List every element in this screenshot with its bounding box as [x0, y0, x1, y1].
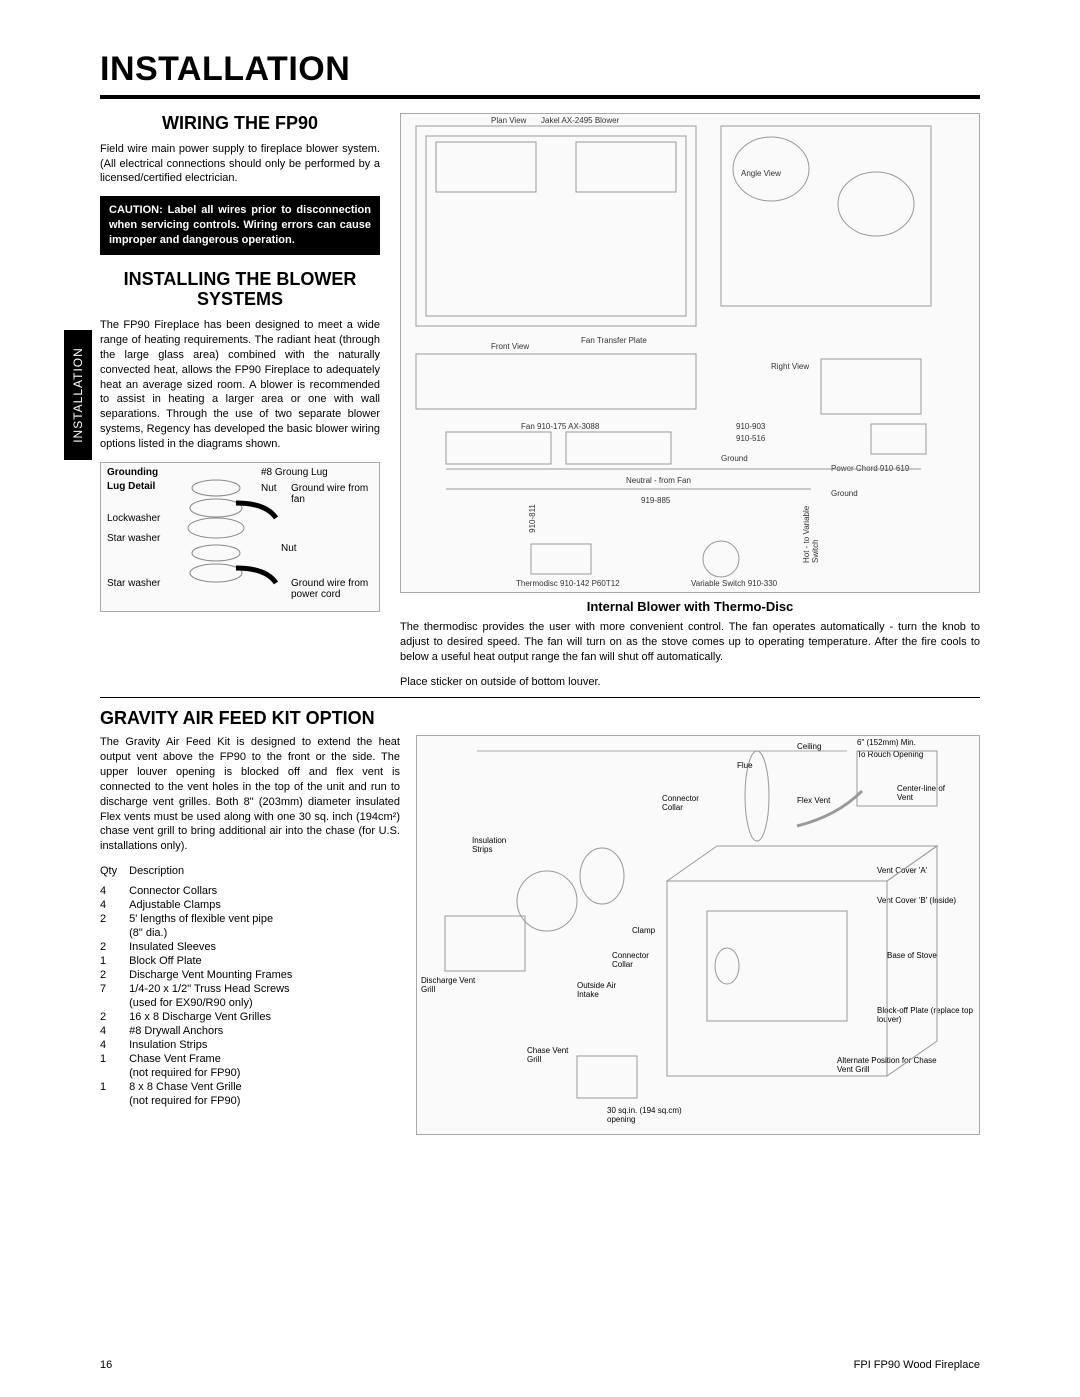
parts-row: 4#8 Drywall Anchors	[100, 1024, 304, 1038]
parts-table: Qty Description 4Connector Collars4Adjus…	[100, 864, 304, 1108]
page-number: 16	[100, 1359, 112, 1371]
grounding-l7: Star washer	[107, 578, 160, 589]
caution-box: CAUTION: Label all wires prior to discon…	[100, 196, 380, 255]
internal-blower-desc: The thermodisc provides the user with mo…	[400, 620, 980, 665]
parts-row: 4Adjustable Clamps	[100, 898, 304, 912]
upper-section: WIRING THE FP90 Field wire main power su…	[100, 113, 980, 689]
parts-desc: Insulated Sleeves	[129, 940, 304, 954]
parts-qty: 1	[100, 954, 129, 968]
col-qty: Qty	[100, 864, 129, 878]
parts-desc: Chase Vent Frame	[129, 1052, 304, 1066]
parts-desc: (not required for FP90)	[129, 1066, 304, 1080]
grounding-diagram: Grounding Lug Detail #8 Groung Lug Nut G…	[100, 462, 380, 612]
parts-desc: 8 x 8 Chase Vent Grille	[129, 1080, 304, 1094]
blower-body: The FP90 Fireplace has been designed to …	[100, 318, 380, 452]
internal-blower-heading: Internal Blower with Thermo-Disc	[400, 599, 980, 614]
parts-desc: 5' lengths of flexible vent pipe	[129, 912, 304, 926]
parts-qty: 4	[100, 898, 129, 912]
wiring-heading: WIRING THE FP90	[100, 113, 380, 134]
gravity-svg	[417, 736, 979, 1134]
parts-qty: 1	[100, 1080, 129, 1094]
parts-row: 4Insulation Strips	[100, 1038, 304, 1052]
parts-row: 2Insulated Sleeves	[100, 940, 304, 954]
grounding-title2: Lug Detail	[107, 481, 155, 492]
grounding-title1: Grounding	[107, 467, 158, 478]
parts-desc: Discharge Vent Mounting Frames	[129, 968, 304, 982]
doc-title: FPI FP90 Wood Fireplace	[854, 1359, 980, 1371]
parts-row: 25' lengths of flexible vent pipe	[100, 912, 304, 926]
gravity-diagram: Ceiling 6" (152mm) Min. To Rouch Opening…	[416, 735, 980, 1135]
parts-qty: 2	[100, 1010, 129, 1024]
col-desc: Description	[129, 864, 304, 878]
grounding-l8: Ground wire from power cord	[291, 578, 376, 600]
grounding-l3: Ground wire from fan	[291, 483, 371, 505]
parts-desc: (used for EX90/R90 only)	[129, 996, 304, 1010]
parts-desc: (8" dia.)	[129, 926, 304, 940]
parts-row: 216 x 8 Discharge Vent Grilles	[100, 1010, 304, 1024]
parts-qty: 7	[100, 982, 129, 996]
gravity-body: The Gravity Air Feed Kit is designed to …	[100, 735, 400, 854]
parts-row: (not required for FP90)	[100, 1094, 304, 1108]
parts-qty	[100, 996, 129, 1010]
wiring-diagram: Plan View Jakel AX-2495 Blower Angle Vie…	[400, 113, 980, 593]
gravity-heading: GRAVITY AIR FEED KIT OPTION	[100, 708, 980, 729]
parts-row: (not required for FP90)	[100, 1066, 304, 1080]
parts-row: 4Connector Collars	[100, 884, 304, 898]
parts-desc: 1/4-20 x 1/2" Truss Head Screws	[129, 982, 304, 996]
parts-row: 18 x 8 Chase Vent Grille	[100, 1080, 304, 1094]
parts-qty: 2	[100, 912, 129, 926]
parts-qty: 2	[100, 940, 129, 954]
parts-qty: 1	[100, 1052, 129, 1066]
parts-desc: Insulation Strips	[129, 1038, 304, 1052]
parts-row: 1Chase Vent Frame	[100, 1052, 304, 1066]
parts-row: 1Block Off Plate	[100, 954, 304, 968]
side-tab-label: INSTALLATION	[71, 347, 85, 443]
parts-qty: 2	[100, 968, 129, 982]
wiring-svg	[401, 114, 979, 592]
footer: 16 FPI FP90 Wood Fireplace	[100, 1359, 980, 1371]
parts-desc: (not required for FP90)	[129, 1094, 304, 1108]
page-title: INSTALLATION	[100, 50, 980, 89]
parts-desc: Adjustable Clamps	[129, 898, 304, 912]
parts-row: (8" dia.)	[100, 926, 304, 940]
parts-header-row: Qty Description	[100, 864, 304, 878]
parts-row: (used for EX90/R90 only)	[100, 996, 304, 1010]
blower-heading: INSTALLING THE BLOWER SYSTEMS	[100, 269, 380, 310]
parts-desc: Connector Collars	[129, 884, 304, 898]
grounding-l5: Star washer	[107, 533, 160, 544]
gravity-section: The Gravity Air Feed Kit is designed to …	[100, 735, 980, 1135]
parts-qty	[100, 926, 129, 940]
parts-desc: Block Off Plate	[129, 954, 304, 968]
upper-left-col: WIRING THE FP90 Field wire main power su…	[100, 113, 380, 689]
parts-qty: 4	[100, 1024, 129, 1038]
parts-row: 2Discharge Vent Mounting Frames	[100, 968, 304, 982]
upper-right-col: Plan View Jakel AX-2495 Blower Angle Vie…	[400, 113, 980, 689]
parts-qty: 4	[100, 884, 129, 898]
parts-desc: #8 Drywall Anchors	[129, 1024, 304, 1038]
parts-qty	[100, 1094, 129, 1108]
section-divider	[100, 697, 980, 698]
parts-row: 71/4-20 x 1/2" Truss Head Screws	[100, 982, 304, 996]
parts-desc: 16 x 8 Discharge Vent Grilles	[129, 1010, 304, 1024]
grounding-l4: Lockwasher	[107, 513, 160, 524]
grounding-svg	[176, 473, 286, 603]
wiring-body: Field wire main power supply to fireplac…	[100, 142, 380, 187]
parts-qty	[100, 1066, 129, 1080]
side-tab: INSTALLATION	[64, 330, 92, 460]
parts-qty: 4	[100, 1038, 129, 1052]
title-rule	[100, 95, 980, 99]
sticker-note: Place sticker on outside of bottom louve…	[400, 675, 980, 690]
gravity-left: The Gravity Air Feed Kit is designed to …	[100, 735, 400, 1135]
